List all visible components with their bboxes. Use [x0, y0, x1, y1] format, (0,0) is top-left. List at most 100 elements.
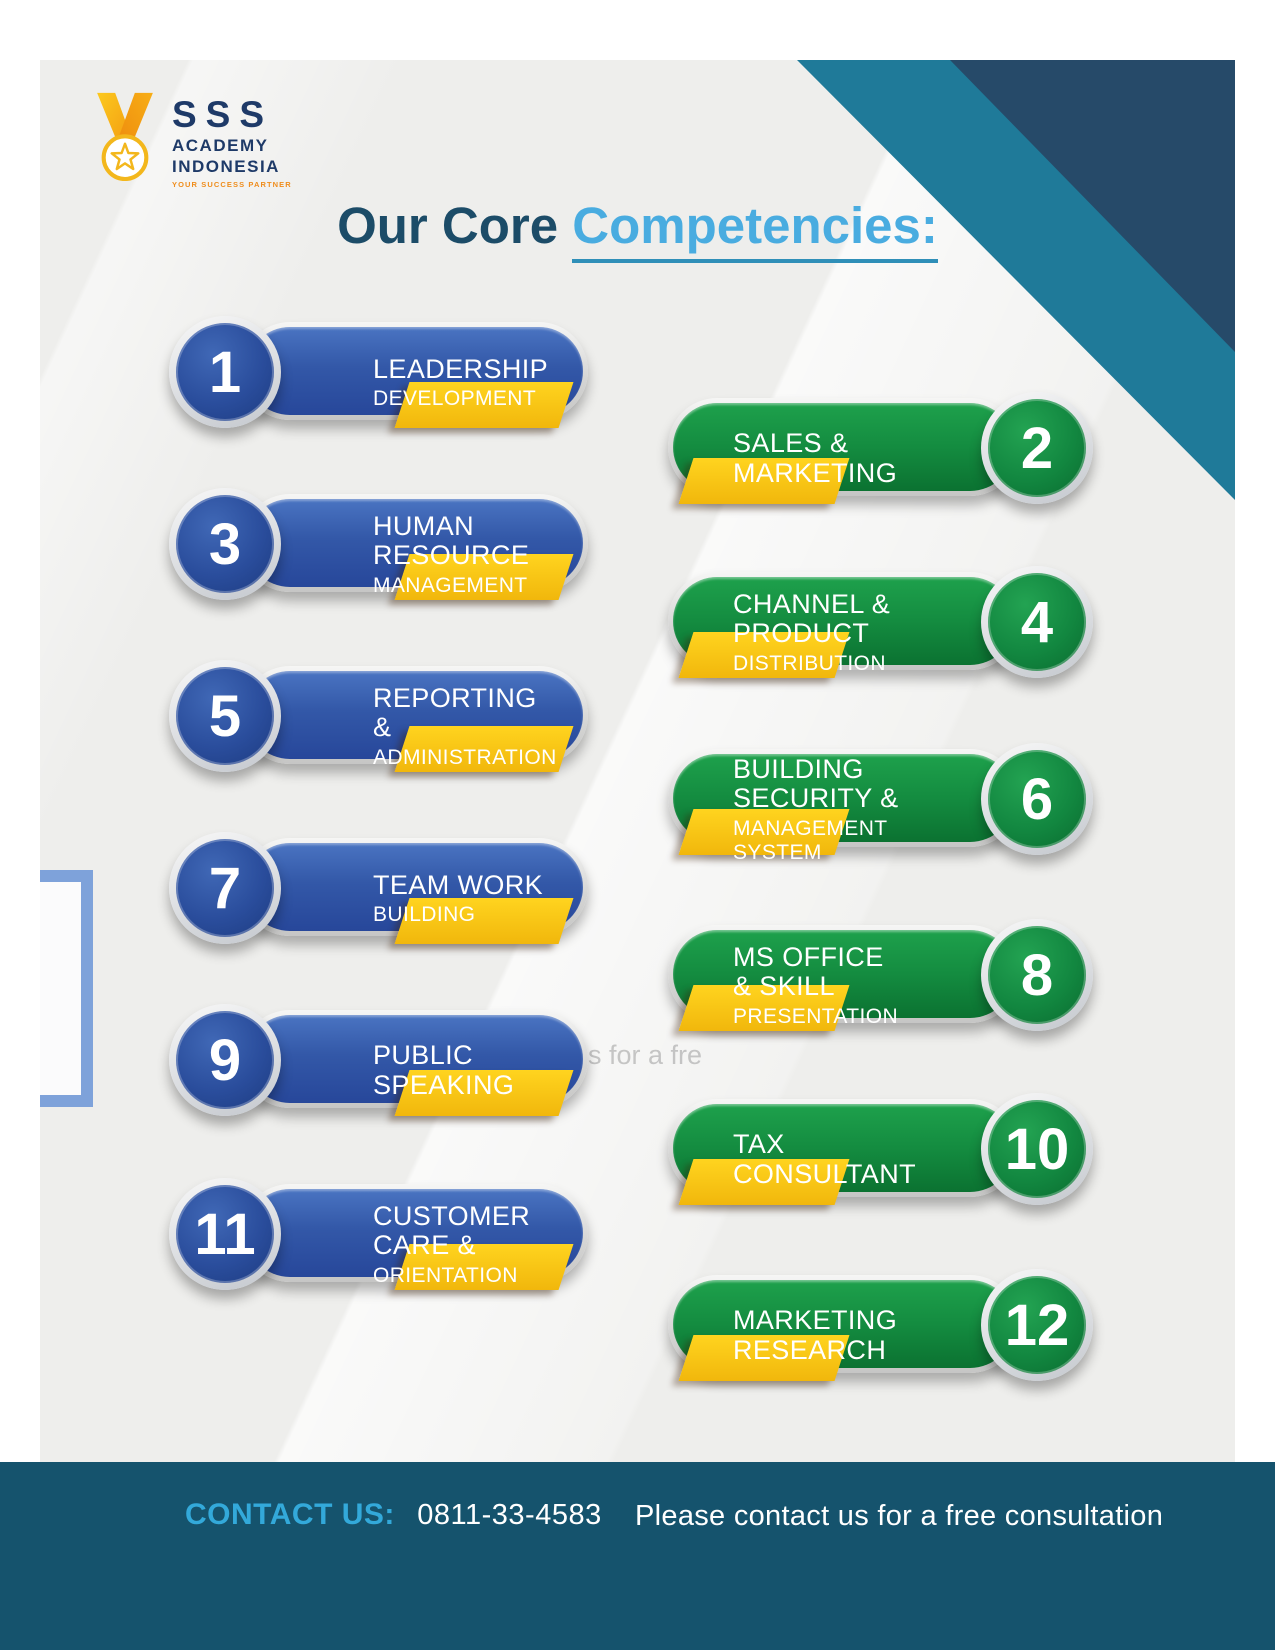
competency-item-7: TEAM WORK BUILDING 7	[163, 826, 588, 952]
competency-item-9: PUBLIC SPEAKING 9	[163, 998, 588, 1124]
competency-title: SALES & MARKETING	[733, 428, 898, 488]
contact-phone-number: 0811-33-4583	[417, 1499, 602, 1531]
competency-subtitle: ADMINISTRATION	[373, 746, 557, 770]
competency-pill: LEADERSHIP DEVELOPMENT	[241, 322, 588, 428]
competency-number: 9	[208, 1027, 242, 1093]
competency-pill: SALES & MARKETING	[668, 398, 1019, 504]
competency-title: PUBLIC SPEAKING	[373, 1040, 515, 1100]
competency-number: 5	[208, 683, 242, 749]
competency-number: 4	[1020, 589, 1054, 655]
competency-number: 12	[1004, 1292, 1070, 1358]
medal-icon	[97, 92, 153, 182]
page-title-prefix: Our Core	[337, 197, 573, 254]
pill-text: MS OFFICE & SKILL PRESENTATION	[733, 937, 904, 1035]
competency-number-circle: 8	[988, 926, 1086, 1024]
competency-pill: HUMAN RESOURCE MANAGEMENT	[241, 494, 588, 600]
competency-number-circle: 9	[176, 1011, 274, 1109]
pill-text: CUSTOMER CARE & ORIENTATION	[373, 1196, 558, 1294]
competency-subtitle: MANAGEMENT	[373, 574, 528, 598]
competency-pill: BUILDING SECURITY & MANAGEMENT SYSTEM	[668, 749, 1019, 864]
competency-subtitle: PRESENTATION	[733, 1005, 899, 1029]
competency-number: 10	[1004, 1116, 1070, 1182]
photo-frame-fragment	[40, 870, 93, 1107]
competency-subtitle: DEVELOPMENT	[373, 387, 537, 411]
competency-item-12: MARKETING RESEARCH 12	[668, 1263, 1093, 1389]
competency-number-circle: 7	[176, 839, 274, 937]
competency-item-11: CUSTOMER CARE & ORIENTATION 11	[163, 1172, 588, 1298]
competency-title: HUMAN RESOURCE	[373, 510, 530, 571]
pill-text: HUMAN RESOURCE MANAGEMENT	[373, 506, 558, 604]
competency-number: 1	[208, 339, 242, 405]
competency-number: 8	[1020, 942, 1054, 1008]
page-title: Our Core Competencies:	[40, 196, 1235, 263]
competency-number-badge: 7	[169, 832, 281, 944]
competency-number: 6	[1020, 766, 1054, 832]
pill-text: LEADERSHIP DEVELOPMENT	[373, 334, 558, 432]
competency-number-circle: 3	[176, 495, 274, 593]
competency-pill: REPORTING & ADMINISTRATION	[241, 666, 588, 772]
competency-pill: MS OFFICE & SKILL PRESENTATION	[668, 925, 1019, 1031]
logo-name-line1: SSS	[172, 94, 274, 135]
pill-text: MARKETING RESEARCH	[733, 1287, 904, 1385]
competency-item-10: TAX CONSULTANT 10	[668, 1087, 1093, 1213]
competency-title: REPORTING &	[373, 682, 537, 743]
competency-subtitle: MANAGEMENT SYSTEM	[733, 817, 888, 865]
competency-title: TEAM WORK	[373, 869, 544, 900]
watermark-text: s for a fre	[588, 1040, 703, 1070]
competency-item-2: SALES & MARKETING 2	[668, 386, 1093, 512]
competency-pill: TAX CONSULTANT	[668, 1099, 1019, 1205]
competency-number: 2	[1020, 415, 1054, 481]
competency-title: TAX CONSULTANT	[733, 1129, 917, 1189]
competency-number-badge: 1	[169, 316, 281, 428]
company-logo: SSS ACADEMY INDONESIA YOUR SUCCESS PARTN…	[84, 90, 292, 189]
pill-text: SALES & MARKETING	[733, 410, 904, 508]
competency-number-badge: 3	[169, 488, 281, 600]
competency-number-badge: 11	[169, 1178, 281, 1290]
competency-title: MS OFFICE & SKILL	[733, 941, 884, 1002]
competency-number-badge: 10	[981, 1093, 1093, 1205]
logo-name-line3: INDONESIA	[172, 157, 280, 176]
competency-number-circle: 4	[988, 573, 1086, 671]
footer-note: Please contact us for a free consultatio…	[635, 1500, 1164, 1532]
pill-text: CHANNEL & PRODUCT DISTRIBUTION	[733, 584, 904, 682]
competency-number-circle: 1	[176, 323, 274, 421]
competency-number-badge: 12	[981, 1269, 1093, 1381]
competency-item-1: LEADERSHIP DEVELOPMENT 1	[163, 310, 588, 436]
competency-number-circle: 6	[988, 750, 1086, 848]
contact-us-label: CONTACT US:	[185, 1498, 395, 1531]
competency-subtitle: BUILDING	[373, 903, 476, 927]
competency-number-badge: 4	[981, 566, 1093, 678]
logo-text: SSS ACADEMY INDONESIA YOUR SUCCESS PARTN…	[172, 96, 292, 189]
logo-tagline: YOUR SUCCESS PARTNER	[172, 180, 292, 189]
competency-subtitle: ORIENTATION	[373, 1264, 518, 1288]
page-title-highlight: Competencies:	[572, 197, 938, 263]
competency-title: BUILDING SECURITY &	[733, 753, 899, 814]
competency-title: CHANNEL & PRODUCT	[733, 588, 891, 649]
competency-title: CUSTOMER CARE &	[373, 1200, 531, 1261]
competency-number: 3	[208, 511, 242, 577]
competency-pill: CHANNEL & PRODUCT DISTRIBUTION	[668, 572, 1019, 678]
pill-text: TEAM WORK BUILDING	[373, 850, 558, 948]
competency-number-circle: 2	[988, 399, 1086, 497]
competency-number-circle: 10	[988, 1100, 1086, 1198]
competency-number-badge: 6	[981, 743, 1093, 855]
pill-text: PUBLIC SPEAKING	[373, 1022, 558, 1120]
competency-pill: PUBLIC SPEAKING	[241, 1010, 588, 1116]
competency-title: LEADERSHIP	[373, 353, 549, 384]
competency-pill: MARKETING RESEARCH	[668, 1275, 1019, 1381]
competency-number-badge: 8	[981, 919, 1093, 1031]
pill-text: BUILDING SECURITY & MANAGEMENT SYSTEM	[733, 754, 904, 864]
pill-text: REPORTING & ADMINISTRATION	[373, 678, 558, 776]
competency-number: 7	[208, 855, 242, 921]
competency-item-4: CHANNEL & PRODUCT DISTRIBUTION 4	[668, 560, 1093, 686]
competency-number-circle: 12	[988, 1276, 1086, 1374]
competency-subtitle: DISTRIBUTION	[733, 652, 886, 676]
competency-item-8: MS OFFICE & SKILL PRESENTATION 8	[668, 913, 1093, 1039]
competency-number: 11	[194, 1201, 256, 1267]
competency-number-badge: 2	[981, 392, 1093, 504]
competency-number-badge: 9	[169, 1004, 281, 1116]
competency-pill: TEAM WORK BUILDING	[241, 838, 588, 944]
pill-text: TAX CONSULTANT	[733, 1111, 917, 1209]
competency-title: MARKETING RESEARCH	[733, 1305, 898, 1365]
competency-number-circle: 5	[176, 667, 274, 765]
